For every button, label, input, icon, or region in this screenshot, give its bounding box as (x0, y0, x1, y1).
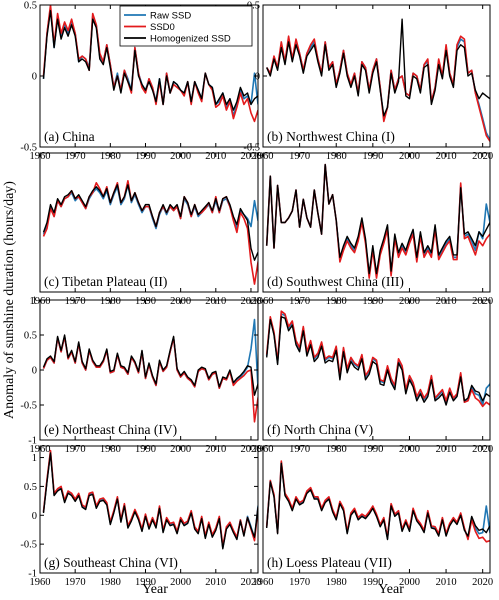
series-line (265, 313, 490, 406)
series-line (42, 334, 258, 396)
x-tick-label: 2010 (436, 577, 457, 588)
series-line (42, 184, 258, 261)
y-tick-label: 0 (32, 511, 37, 522)
plot-frame (262, 445, 491, 574)
y-tick-label: 0 (32, 72, 37, 83)
y-tick-label: -0.5 (20, 143, 37, 154)
plot-frame (39, 152, 259, 293)
x-tick-label: 2000 (170, 577, 191, 588)
x-tick-label: 1990 (362, 577, 383, 588)
x-tick-label: 2020 (472, 577, 493, 588)
plot-frame (39, 445, 259, 574)
x-axis-title-right: Year (378, 582, 404, 597)
panel-title: (h) Loess Plateau (VII) (267, 555, 392, 570)
panel-7: 1960 1970 1980 1990 2000 2010 2020 -1 -0.5 0 0.5 1 (… (20, 445, 261, 588)
series-group (265, 310, 490, 408)
series-group (42, 180, 258, 285)
series-line (266, 163, 490, 275)
series-line (42, 9, 258, 111)
y-tick-label: 0.5 (24, 482, 37, 493)
legend-label: Raw SSD (150, 11, 191, 22)
x-tick-label: 1980 (326, 577, 347, 588)
panel-title: (a) China (44, 129, 95, 144)
panel-5: 1960 1970 1980 1990 2000 2010 2020-1-0.500.51(… (20, 296, 261, 456)
x-tick-label: 2000 (399, 577, 420, 588)
series-line (42, 5, 258, 123)
y-tick-label: 0.5 (24, 1, 37, 12)
series-line (42, 452, 258, 550)
legend-label: SSD0 (150, 22, 175, 33)
panel-title: (e) Northeast China (IV) (44, 422, 177, 437)
series-line (42, 180, 258, 285)
series-group (265, 163, 490, 279)
series-line (266, 18, 490, 117)
series-group (266, 18, 490, 142)
x-tick-label: 1980 (100, 577, 121, 588)
x-tick-label: 2010 (205, 577, 226, 588)
series-group (42, 449, 258, 550)
y-tick-label: 0.5 (247, 1, 260, 12)
series-line (265, 310, 490, 408)
panel-2: 1960 1970 1980 1990 2000 2010 2020-0.500.5(b) … (243, 1, 493, 163)
y-axis-title: Anomaly of sunshine duration (hours/day) (2, 181, 17, 419)
x-tick-label: 1970 (65, 577, 86, 588)
x-tick-label: 1990 (135, 577, 156, 588)
panel-grid: 1960 1970 1980 1990 2000 2010 2020 -0.5 0 0.5 (a) … (20, 1, 493, 589)
panel-title: (g) Southeast China (VI) (44, 555, 178, 570)
x-tick-label: 1960 (30, 577, 51, 588)
panel-title: (b) Northwest China (I) (267, 129, 395, 144)
plot-frame (262, 4, 491, 148)
x-axis-title-left: Year (142, 582, 168, 597)
panel-4: 1960 1970 1980 1990 2000 2010 2020(d) Southwes… (253, 152, 493, 307)
y-tick-label: -0.5 (20, 540, 37, 551)
plot-frame (262, 152, 491, 293)
y-tick-label: 0.5 (24, 331, 37, 342)
y-tick-label: -0.5 (20, 401, 37, 412)
panel-8: 1960 1970 1980 1990 2000 2010 2020 (h) Loess Pl… (253, 445, 493, 588)
y-tick-label: 1 (32, 453, 37, 464)
plot-frame (262, 299, 491, 441)
x-tick-label: 1970 (289, 577, 310, 588)
series-group (42, 318, 258, 423)
x-tick-label: 2020 (240, 577, 261, 588)
series-line (42, 184, 258, 235)
series-line (42, 335, 258, 423)
panel-6: 1960 1970 1980 1990 2000 2010 2020(f) North Ch… (253, 299, 493, 455)
series-group (42, 5, 258, 123)
panel-title: (d) Southwest China (III) (267, 274, 404, 289)
y-tick-label: -0.5 (243, 143, 260, 154)
y-tick-label: 0 (32, 366, 37, 377)
series-group (265, 460, 490, 543)
plot-frame (39, 299, 259, 441)
y-tick-label: -1 (28, 436, 37, 447)
y-tick-label: 0 (255, 72, 260, 83)
legend-label: Homogenized SSD (150, 34, 231, 45)
panel-title: (c) Tibetan Plateau (II) (44, 274, 167, 289)
y-tick-label: 1 (32, 296, 37, 307)
series-line (266, 462, 490, 541)
x-tick-label: 1960 (253, 577, 274, 588)
series-line (265, 460, 490, 543)
series-line (266, 316, 490, 406)
panel-3: 1960 1970 1980 1990 2000 2010 2020(c) Tibetan … (30, 152, 261, 307)
panel-title: (f) North China (V) (267, 422, 373, 437)
y-tick-label: -1 (28, 569, 37, 580)
